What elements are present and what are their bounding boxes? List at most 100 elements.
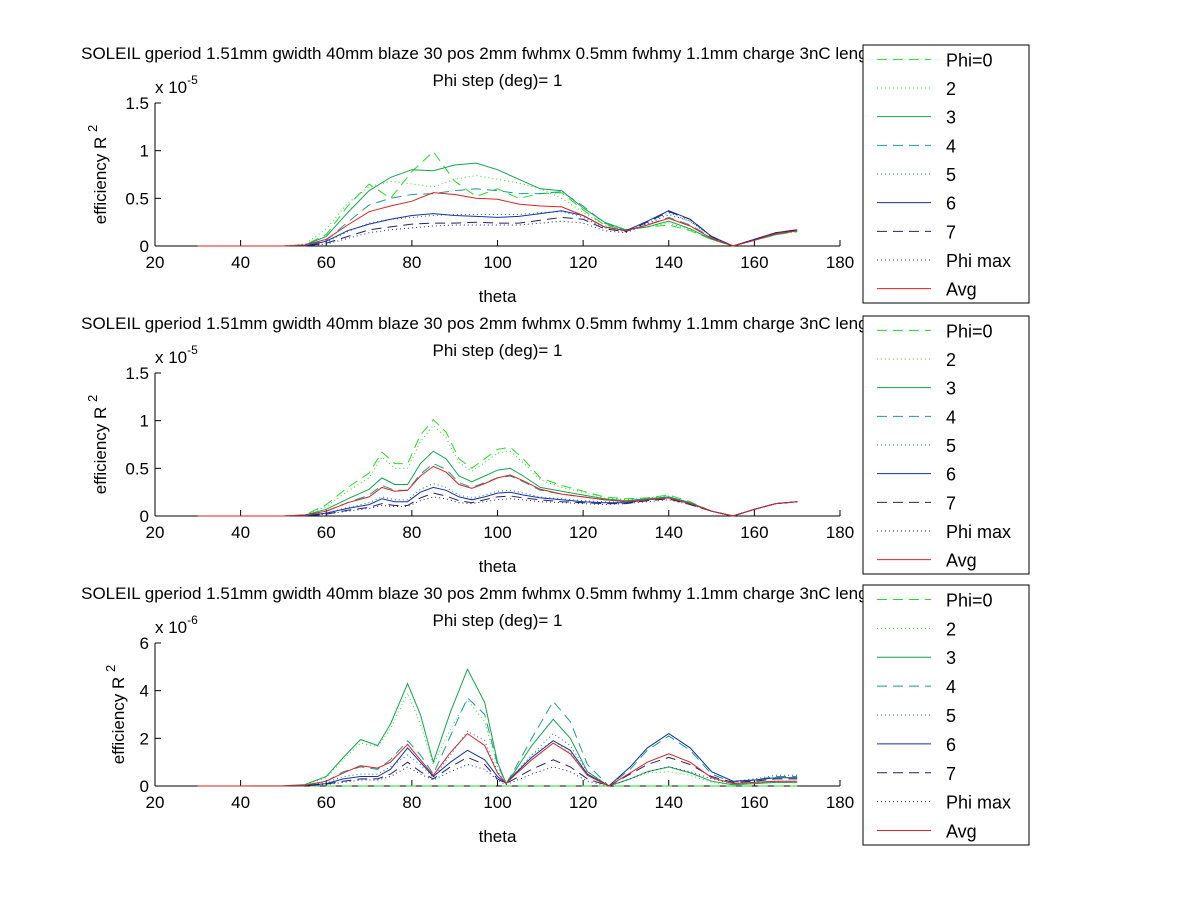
y-tick-label: 0 [140, 507, 149, 526]
y-axis-label: efficiency R 2 [103, 665, 128, 765]
series-line-7 [197, 756, 798, 787]
chart-subtitle: Phi step (deg)= 1 [433, 71, 563, 90]
y-axis-label: efficiency R 2 [85, 395, 110, 495]
x-tick-label: 160 [740, 793, 768, 812]
y-tick-label: 2 [140, 729, 149, 748]
x-tick-label: 100 [483, 523, 511, 542]
x-tick-label: 140 [655, 793, 683, 812]
x-tick-label: 40 [231, 793, 250, 812]
series-line-9 [197, 465, 798, 517]
legend-entry: 7 [946, 222, 956, 242]
x-tick-label: 40 [231, 523, 250, 542]
series-line-7 [197, 492, 798, 517]
series-line-9 [197, 732, 798, 787]
y-tick-label: 0.5 [125, 459, 149, 478]
legend: Phi=0 2 3 4 5 6 7 Phi max Avg [862, 315, 1030, 575]
x-tick-label: 160 [740, 253, 768, 272]
x-tick-label: 20 [146, 253, 165, 272]
series-line-4 [197, 696, 798, 787]
x-tick-label: 100 [483, 253, 511, 272]
x-tick-label: 180 [826, 253, 854, 272]
x-tick-label: 120 [569, 253, 597, 272]
legend-entry: 4 [946, 136, 956, 156]
x-tick-label: 20 [146, 523, 165, 542]
legend-entry: 3 [946, 108, 956, 128]
legend: Phi=0 2 3 4 5 6 7 Phi max Avg [862, 44, 1030, 304]
x-tick-label: 140 [655, 523, 683, 542]
legend-entry: 5 [946, 706, 956, 726]
legend-entry: 6 [946, 194, 956, 214]
subplot-2: 20 40 60 80 100 120 140 160 180 0 0.5 1 1.5 x 10-5 SOL… [81, 314, 1030, 576]
legend-entry: 7 [946, 493, 956, 513]
legend-entry: Avg [946, 280, 977, 300]
legend-entry: Avg [946, 822, 977, 842]
legend-entry: Phi max [946, 522, 1011, 542]
series-line-1 [197, 418, 798, 517]
legend-entry: Avg [946, 551, 977, 571]
x-tick-label: 160 [740, 523, 768, 542]
x-tick-label: 180 [826, 793, 854, 812]
legend-entry: 2 [946, 79, 956, 99]
y-multiplier: x 10-5 [155, 73, 198, 97]
y-multiplier: x 10-6 [155, 613, 198, 637]
legend: Phi=0 2 3 4 5 6 7 Phi max Avg [862, 584, 1030, 846]
legend-box [862, 584, 1030, 846]
legend-entry: 3 [946, 648, 956, 668]
series-line-6 [197, 732, 798, 787]
legend-entry: 2 [946, 350, 956, 370]
y-tick-label: 0 [140, 777, 149, 796]
y-tick-label: 0 [140, 237, 149, 256]
x-tick-label: 60 [317, 793, 336, 812]
legend-box [862, 44, 1030, 304]
x-tick-label: 80 [402, 793, 421, 812]
x-tick-label: 60 [317, 523, 336, 542]
subplot-1: 20 40 60 80 100 120 140 160 180 0 0.5 1 1.5 x 10-5 SOL… [81, 44, 1030, 306]
legend-box [862, 315, 1030, 575]
subplot-3: 20 40 60 80 100 120 140 160 180 0 2 4 6 x 10-6 SOLEIL … [81, 584, 1030, 846]
legend-entry: 4 [946, 407, 956, 427]
y-axis-label: efficiency R 2 [85, 125, 110, 225]
y-multiplier: x 10-5 [155, 343, 198, 367]
series-line-3 [197, 450, 798, 517]
legend-entry: 5 [946, 165, 956, 185]
x-axis-label: theta [479, 287, 517, 306]
chart-title: SOLEIL gperiod 1.51mm gwidth 40mm blaze … [81, 44, 914, 63]
x-axis-label: theta [479, 827, 517, 846]
series-line-3 [197, 667, 798, 787]
series-line-8 [197, 763, 798, 787]
legend-entry: 5 [946, 436, 956, 456]
series-line-4 [197, 463, 798, 517]
y-tick-label: 6 [140, 634, 149, 653]
legend-entry: Phi=0 [946, 50, 993, 70]
chart-title: SOLEIL gperiod 1.51mm gwidth 40mm blaze … [81, 584, 914, 603]
x-tick-label: 140 [655, 253, 683, 272]
y-tick-label: 1 [140, 142, 149, 161]
legend-entry: 6 [946, 465, 956, 485]
legend-entry: Phi max [946, 793, 1011, 813]
legend-entry: 3 [946, 379, 956, 399]
legend-entry: 7 [946, 764, 956, 784]
series-line-7 [197, 211, 798, 247]
chart-subtitle: Phi step (deg)= 1 [433, 611, 563, 630]
legend-entry: 6 [946, 735, 956, 755]
y-tick-label: 0.5 [125, 189, 149, 208]
x-tick-label: 100 [483, 793, 511, 812]
legend-entry: Phi=0 [946, 321, 993, 341]
y-tick-label: 1 [140, 412, 149, 431]
chart-title: SOLEIL gperiod 1.51mm gwidth 40mm blaze … [81, 314, 914, 333]
legend-entry: Phi max [946, 251, 1011, 271]
x-tick-label: 80 [402, 253, 421, 272]
chart-subtitle: Phi step (deg)= 1 [433, 341, 563, 360]
legend-entry: 4 [946, 677, 956, 697]
x-tick-label: 120 [569, 523, 597, 542]
x-tick-label: 40 [231, 253, 250, 272]
y-tick-label: 4 [140, 682, 149, 701]
y-tick-label: 1.5 [125, 94, 149, 113]
series-line-9 [197, 192, 798, 247]
x-axis-label: theta [479, 557, 517, 576]
x-tick-label: 180 [826, 523, 854, 542]
legend-entry: 2 [946, 619, 956, 639]
x-tick-label: 120 [569, 793, 597, 812]
x-tick-label: 60 [317, 253, 336, 272]
